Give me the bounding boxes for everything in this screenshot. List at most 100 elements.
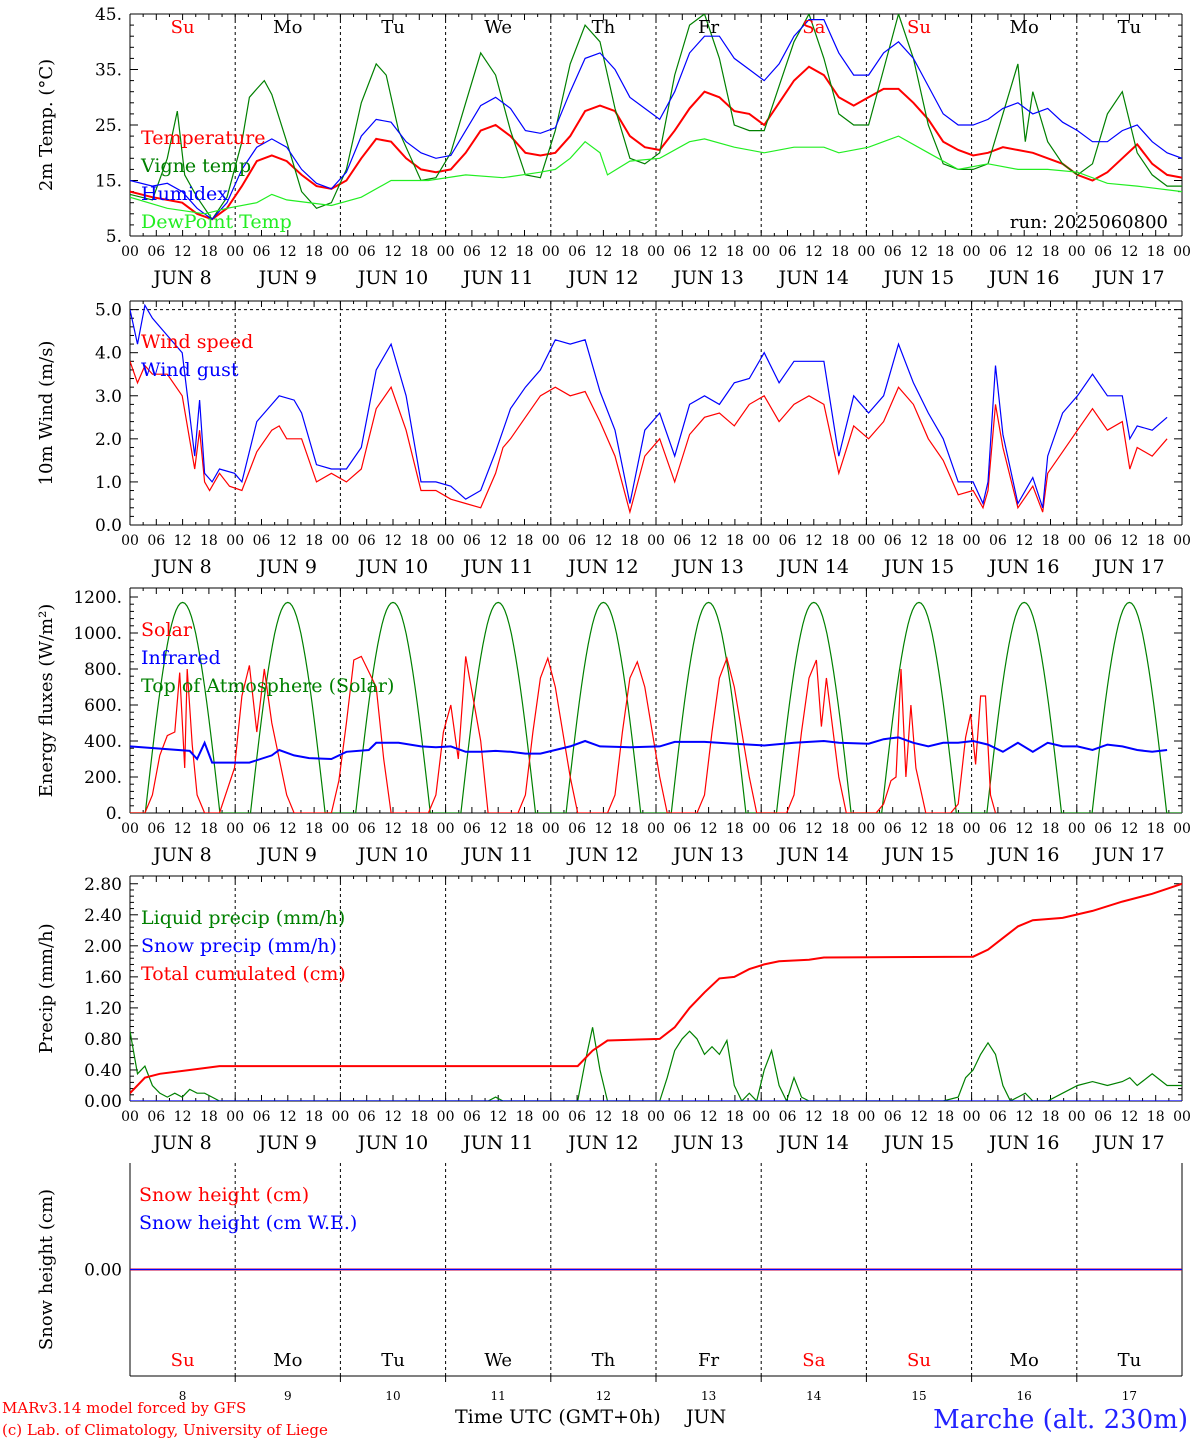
- hour-label: 00: [437, 533, 455, 549]
- hour-label: 00: [857, 1109, 875, 1125]
- hour-label: 18: [831, 1109, 849, 1125]
- day-label: Tu: [1118, 17, 1142, 38]
- y-axis-label: Energy fluxes (W/m²): [36, 604, 57, 798]
- hour-label: 12: [910, 533, 928, 549]
- date-label: JUN 16: [987, 267, 1059, 289]
- date-label: JUN 17: [1092, 1132, 1164, 1154]
- x-axis-month: JUN: [684, 1406, 726, 1428]
- hour-label: 06: [673, 244, 691, 260]
- hour-label: 00: [1173, 1109, 1191, 1125]
- date-label: JUN 10: [356, 1132, 428, 1154]
- hour-label: 18: [831, 244, 849, 260]
- hour-label: 00: [647, 533, 665, 549]
- y-tick-label: 1.20: [84, 999, 122, 1019]
- date-label: JUN 9: [257, 1132, 317, 1154]
- hour-label: 12: [1120, 244, 1138, 260]
- date-label: JUN 10: [356, 267, 428, 289]
- y-tick-label: 800.: [84, 660, 122, 680]
- y-tick-label: 35.: [95, 61, 122, 81]
- y-tick-label: 1.0: [95, 473, 122, 493]
- hour-label: 00: [1173, 244, 1191, 260]
- y-tick-label: 0.00: [84, 1261, 122, 1281]
- hour-label: 12: [805, 244, 823, 260]
- hour-label: 00: [437, 244, 455, 260]
- hour-label: 00: [1068, 533, 1086, 549]
- day-label: Su: [171, 1350, 195, 1371]
- hour-label: 00: [1068, 1109, 1086, 1125]
- hour-label: 06: [463, 533, 481, 549]
- hour-label: 12: [174, 821, 192, 837]
- y-tick-label: 2.40: [84, 906, 122, 926]
- hour-label: 06: [147, 1109, 165, 1125]
- hour-label: 12: [1120, 821, 1138, 837]
- series-line-solar: [130, 655, 997, 813]
- hour-label: 18: [1042, 821, 1060, 837]
- panel-1: 5. 15. 25. 35. 45. 2m Temp. (°C) Temperature Vi…: [36, 5, 1191, 289]
- date-label: JUN 16: [987, 844, 1059, 866]
- hour-label: 06: [253, 244, 271, 260]
- date-label: JUN 11: [461, 844, 533, 866]
- day-label: Fr: [698, 17, 719, 38]
- hour-label: 18: [621, 533, 639, 549]
- hour-label: 18: [1147, 1109, 1165, 1125]
- hour-label: 12: [594, 244, 612, 260]
- y-tick-label: 5.0: [95, 301, 122, 321]
- hour-label: 00: [963, 533, 981, 549]
- hour-label: 18: [410, 1109, 428, 1125]
- hour-label: 18: [305, 821, 323, 837]
- legend-entry-toa: Top of Atmosphere (Solar): [141, 675, 394, 697]
- hour-label: 18: [410, 533, 428, 549]
- hour-label: 00: [226, 821, 244, 837]
- hour-label: 12: [1120, 1109, 1138, 1125]
- hour-label: 12: [1015, 244, 1033, 260]
- hour-label: 12: [174, 533, 192, 549]
- hour-label: 06: [358, 533, 376, 549]
- date-label: JUN 12: [566, 267, 638, 289]
- day-number: 17: [1122, 1389, 1137, 1403]
- y-tick-label: 600.: [84, 696, 122, 716]
- hour-label: 12: [174, 244, 192, 260]
- hour-label: 12: [489, 244, 507, 260]
- day-number: 13: [701, 1389, 716, 1403]
- date-label: JUN 14: [777, 844, 849, 866]
- day-label: Su: [907, 1350, 931, 1371]
- hour-label: 18: [726, 533, 744, 549]
- date-label: JUN 14: [777, 556, 849, 578]
- day-label: Sa: [802, 17, 825, 38]
- day-label: Su: [171, 17, 195, 38]
- y-tick-label: 45.: [95, 5, 122, 25]
- hour-label: 00: [121, 821, 139, 837]
- hour-label: 00: [1068, 821, 1086, 837]
- date-label: JUN 13: [671, 1132, 743, 1154]
- hour-label: 18: [516, 533, 534, 549]
- hour-label: 12: [1015, 1109, 1033, 1125]
- hour-label: 18: [726, 821, 744, 837]
- hour-label: 06: [673, 533, 691, 549]
- hour-label: 12: [279, 244, 297, 260]
- hour-label: 12: [384, 821, 402, 837]
- hour-label: 00: [437, 821, 455, 837]
- date-label: JUN 13: [671, 844, 743, 866]
- hour-label: 06: [463, 821, 481, 837]
- hour-label: 12: [279, 821, 297, 837]
- y-tick-label: 200.: [84, 768, 122, 788]
- hour-label: 06: [779, 821, 797, 837]
- date-label: JUN 15: [882, 844, 954, 866]
- hour-label: 12: [700, 533, 718, 549]
- date-label: JUN 9: [257, 267, 317, 289]
- hour-label: 00: [542, 1109, 560, 1125]
- hour-label: 18: [726, 1109, 744, 1125]
- hour-label: 18: [936, 821, 954, 837]
- hour-label: 06: [884, 1109, 902, 1125]
- hour-label: 00: [752, 533, 770, 549]
- series-line-infrared: [130, 736, 1168, 764]
- hour-label: 06: [358, 244, 376, 260]
- hour-label: 18: [200, 1109, 218, 1125]
- date-label: JUN 17: [1092, 844, 1164, 866]
- hour-label: 00: [542, 533, 560, 549]
- hour-label: 06: [253, 821, 271, 837]
- day-label: Mo: [273, 1350, 302, 1371]
- run-label: run: 2025060800: [1010, 212, 1168, 233]
- series-line-wind-gust: [130, 303, 1168, 508]
- panel-2: 0.0 1.0 2.0 3.0 4.0 5.0 10m Wind (m/s) Wind spe…: [36, 300, 1191, 578]
